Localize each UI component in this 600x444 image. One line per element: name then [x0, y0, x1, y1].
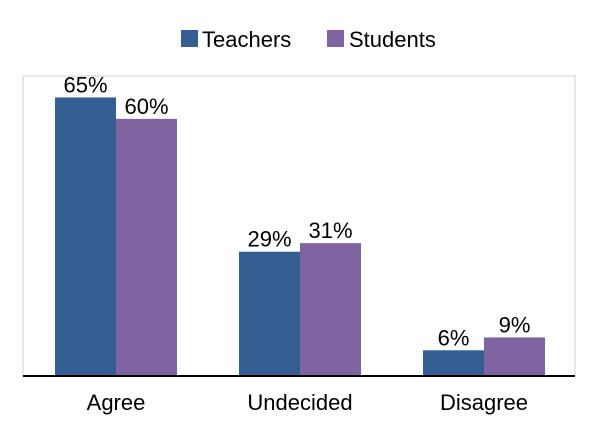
legend: Teachers Students [181, 27, 436, 52]
x-tick-label-agree: Agree [87, 390, 146, 415]
bar-teachers-agree [55, 97, 116, 376]
bars-group [55, 97, 545, 376]
legend-swatch-students [327, 30, 344, 47]
data-label-students-agree: 60% [124, 94, 168, 119]
data-label-teachers-undecided: 29% [247, 227, 291, 252]
bar-students-undecided [300, 243, 361, 376]
x-tick-label-disagree: Disagree [440, 390, 528, 415]
x-tick-label-undecided: Undecided [247, 390, 352, 415]
legend-label-teachers: Teachers [202, 27, 291, 52]
bar-students-agree [116, 118, 177, 376]
data-label-teachers-disagree: 6% [438, 325, 470, 350]
data-label-teachers-agree: 65% [63, 72, 107, 97]
legend-swatch-teachers [181, 30, 198, 47]
legend-label-students: Students [349, 27, 436, 52]
data-label-students-undecided: 31% [308, 218, 352, 243]
bar-teachers-undecided [239, 251, 300, 376]
bar-teachers-disagree [423, 350, 484, 376]
bar-students-disagree [484, 337, 545, 376]
x-axis-tick-labels: Agree Undecided Disagree [87, 390, 528, 415]
data-labels-group: 65% 60% 29% 31% 6% 9% [63, 72, 530, 350]
data-label-students-disagree: 9% [499, 312, 531, 337]
